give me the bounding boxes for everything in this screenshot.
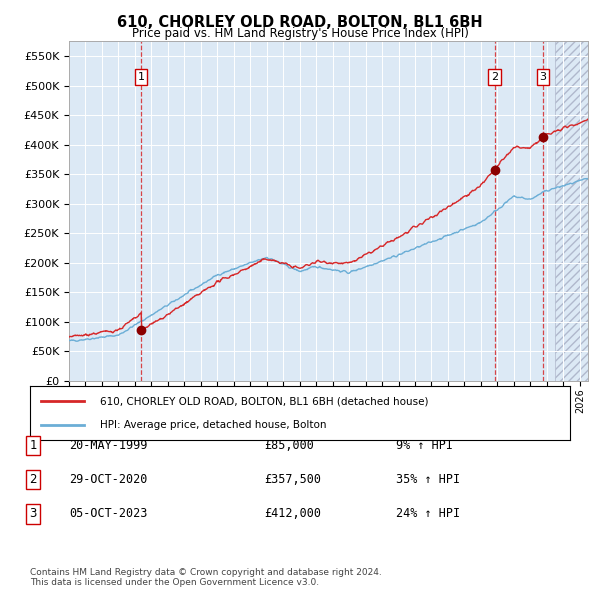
Text: 2: 2 [29,473,37,486]
Text: 610, CHORLEY OLD ROAD, BOLTON, BL1 6BH: 610, CHORLEY OLD ROAD, BOLTON, BL1 6BH [117,15,483,30]
Text: HPI: Average price, detached house, Bolton: HPI: Average price, detached house, Bolt… [100,419,326,430]
Text: Price paid vs. HM Land Registry's House Price Index (HPI): Price paid vs. HM Land Registry's House … [131,27,469,40]
Text: 3: 3 [29,507,37,520]
Text: Contains HM Land Registry data © Crown copyright and database right 2024.: Contains HM Land Registry data © Crown c… [30,568,382,577]
Text: 610, CHORLEY OLD ROAD, BOLTON, BL1 6BH (detached house): 610, CHORLEY OLD ROAD, BOLTON, BL1 6BH (… [100,396,428,407]
Text: 24% ↑ HPI: 24% ↑ HPI [396,507,460,520]
Text: 1: 1 [29,439,37,452]
Text: 29-OCT-2020: 29-OCT-2020 [69,473,148,486]
Text: 05-OCT-2023: 05-OCT-2023 [69,507,148,520]
Text: £412,000: £412,000 [264,507,321,520]
Text: 9% ↑ HPI: 9% ↑ HPI [396,439,453,452]
Text: 3: 3 [539,72,547,82]
Text: 20-MAY-1999: 20-MAY-1999 [69,439,148,452]
Text: 1: 1 [137,72,145,82]
Text: £85,000: £85,000 [264,439,314,452]
Text: This data is licensed under the Open Government Licence v3.0.: This data is licensed under the Open Gov… [30,578,319,587]
Text: 2: 2 [491,72,498,82]
Text: £357,500: £357,500 [264,473,321,486]
Text: 35% ↑ HPI: 35% ↑ HPI [396,473,460,486]
